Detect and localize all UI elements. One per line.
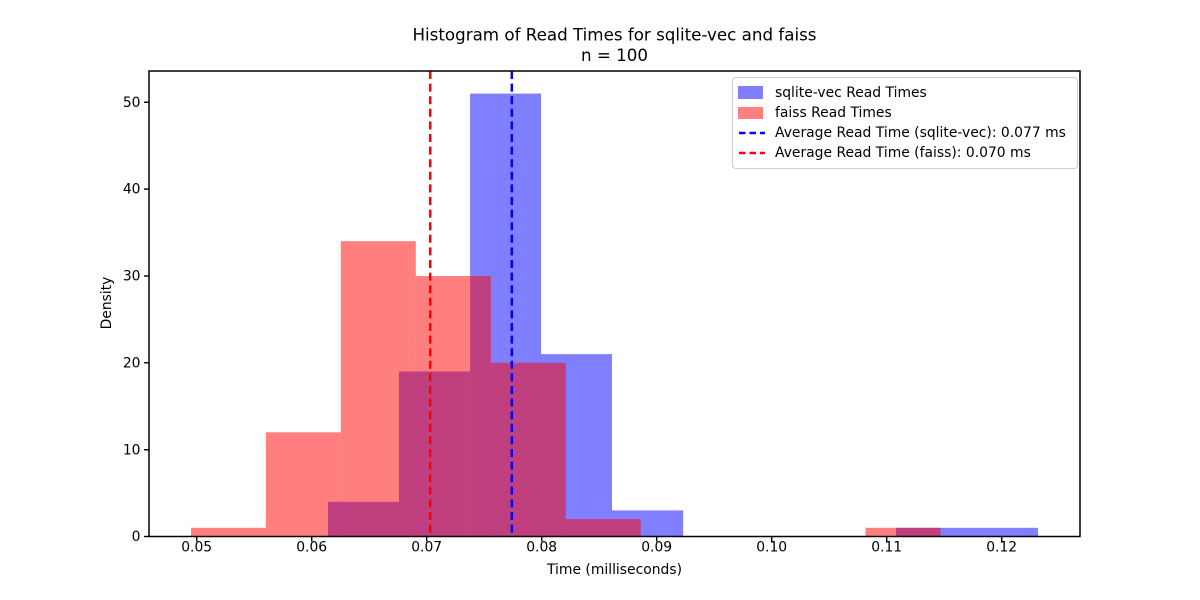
legend-item: Average Read Time (sqlite-vec): 0.077 ms: [733, 123, 1077, 143]
y-tick-label: 40: [123, 182, 141, 198]
hist-bar-sqlite-vec: [967, 527, 1039, 537]
legend-swatch-dashed-line-icon: [739, 131, 765, 135]
hist-bar-faiss: [340, 241, 416, 537]
y-tick-label: 10: [123, 442, 141, 458]
legend-item-label: Average Read Time (faiss): 0.070 ms: [775, 145, 1031, 162]
x-axis-label: Time (milliseconds): [546, 562, 682, 578]
legend-item-label: Average Read Time (sqlite-vec): 0.077 ms: [775, 125, 1066, 142]
y-tick-label: 0: [132, 529, 141, 545]
chart-title: Histogram of Read Times for sqlite-vec a…: [413, 25, 817, 45]
axes-layer: 0.05 0.06 0.07 0.08 0.09 0.10 0.11 0.12 0 10 20 30 4…: [123, 70, 1081, 556]
x-tick-label: 0.06: [296, 540, 327, 556]
plot-area-border: [148, 70, 1081, 538]
x-tick-label: 0.07: [411, 540, 442, 556]
legend-swatch-patch: [738, 106, 763, 120]
avg-lines-layer: [428, 71, 514, 537]
hist-bar-faiss: [191, 527, 266, 537]
legend-item-label: sqlite-vec Read Times: [775, 84, 927, 101]
y-tick-label: 50: [123, 95, 141, 111]
legend-item: faiss Read Times: [733, 103, 1077, 123]
x-tick-label: 0.10: [756, 540, 787, 556]
legend-item: sqlite-vec Read Times: [733, 83, 1077, 103]
legend-swatch-patch: [738, 86, 763, 99]
x-tick-label: 0.08: [526, 540, 557, 556]
legend-item: Average Read Time (faiss): 0.070 ms: [733, 143, 1077, 163]
hist-bar-faiss: [265, 432, 341, 537]
hist-bar-faiss: [415, 276, 491, 537]
legend-swatch-dashed-line-icon: [739, 152, 765, 155]
chart-subtitle: n = 100: [581, 45, 648, 65]
y-tick-label: 20: [123, 355, 141, 371]
hist-bar-faiss: [865, 527, 941, 537]
y-axis-label: Density: [99, 277, 115, 330]
x-tick-label: 0.11: [871, 540, 902, 556]
hist-bar-faiss: [565, 519, 641, 537]
y-tick-label: 30: [123, 269, 141, 285]
x-tick-label: 0.09: [641, 540, 672, 556]
bars-layer: [191, 93, 1039, 537]
x-tick-label: 0.05: [181, 540, 212, 556]
legend: sqlite-vec Read Times faiss Read Times Ave…: [732, 77, 1078, 169]
hist-bar-faiss: [490, 362, 566, 537]
x-tick-label: 0.12: [986, 540, 1017, 556]
legend-item-label: faiss Read Times: [775, 104, 892, 121]
